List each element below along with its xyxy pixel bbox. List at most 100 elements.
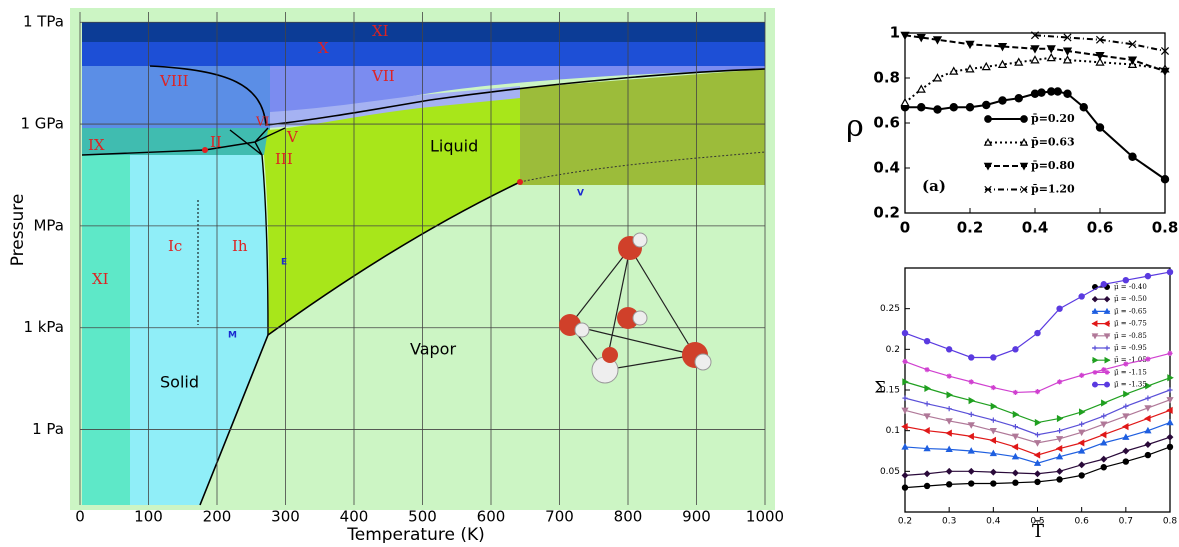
x-tick-label: 200	[203, 508, 232, 526]
marker	[1079, 430, 1084, 435]
legend-label: p̄=0.20	[1031, 112, 1075, 125]
x-tick-label: 500	[408, 508, 437, 526]
marker	[969, 398, 974, 403]
marker	[969, 379, 974, 384]
marker	[1167, 351, 1172, 356]
y-tick-label: MPa	[33, 216, 64, 234]
x-tick-label: 900	[682, 508, 711, 526]
marker	[1079, 440, 1084, 445]
y-tick-label: 0.1	[886, 426, 900, 436]
label: IX	[88, 136, 105, 154]
marker	[1013, 480, 1018, 485]
legend-label: μ̄ = -0.75	[1114, 320, 1147, 328]
point	[202, 147, 208, 153]
marker	[1057, 454, 1062, 459]
marker	[1057, 477, 1062, 482]
marker	[1101, 432, 1106, 437]
marker	[1021, 163, 1027, 169]
marker	[991, 417, 996, 422]
marker	[1079, 473, 1084, 478]
label: Ih	[232, 237, 248, 255]
label: V	[286, 128, 299, 146]
marker	[1145, 452, 1150, 457]
marker	[1167, 387, 1172, 392]
marker	[1101, 465, 1106, 470]
marker	[1057, 437, 1062, 442]
region	[82, 42, 765, 66]
marker	[1080, 104, 1087, 111]
marker	[1167, 444, 1172, 449]
y-tick-label: 0.4	[873, 159, 900, 177]
marker	[1102, 400, 1107, 405]
marker	[934, 106, 941, 113]
marker	[1058, 416, 1063, 421]
label: VII	[371, 67, 395, 85]
legend-label: μ̄ = -1.15	[1114, 368, 1147, 376]
series-line	[905, 390, 1170, 435]
marker	[1124, 391, 1129, 396]
page: {"chart_data":[ {"type":"phase","xlabel"…	[0, 0, 1179, 547]
label: Solid	[160, 373, 199, 392]
marker	[1013, 412, 1018, 417]
marker	[1035, 330, 1040, 335]
marker	[1096, 124, 1103, 131]
marker	[1145, 442, 1150, 447]
marker	[991, 404, 996, 409]
marker	[1123, 448, 1128, 453]
marker	[1035, 389, 1040, 394]
x-tick-label: 0.8	[1163, 517, 1178, 527]
y-tick-label: 1 GPa	[21, 115, 65, 133]
marker	[902, 444, 907, 449]
y-tick-label: 0.05	[880, 467, 900, 477]
x-tick-label: 0.6	[1075, 517, 1090, 527]
y-tick-label: 0.2	[873, 204, 900, 222]
marker	[1013, 347, 1018, 352]
marker	[901, 99, 908, 105]
marker	[1161, 176, 1168, 183]
marker	[925, 386, 930, 391]
marker	[947, 374, 952, 379]
label: XI	[372, 22, 389, 40]
marker	[1013, 424, 1018, 429]
marker	[969, 434, 974, 439]
marker	[1167, 420, 1172, 425]
label: II	[210, 133, 222, 151]
label: VIII	[159, 72, 189, 90]
legend-label: μ̄ = -0.65	[1114, 307, 1147, 315]
legend-label: p̄=0.63	[1031, 136, 1075, 149]
marker	[969, 448, 974, 453]
x-tick-label: 0.4	[1022, 219, 1049, 237]
marker	[947, 392, 952, 397]
marker	[1101, 282, 1106, 287]
marker	[969, 423, 974, 428]
marker	[1105, 370, 1110, 375]
y-axis-label: Pressure	[8, 194, 28, 267]
marker	[1101, 413, 1106, 418]
y-tick-label: 1 TPa	[23, 13, 64, 31]
marker	[1105, 334, 1110, 338]
y-tick-label: 0.8	[873, 69, 900, 87]
marker	[924, 428, 929, 433]
marker	[1123, 424, 1128, 429]
marker	[1093, 370, 1098, 375]
marker	[1167, 435, 1172, 440]
legend-label: μ̄ = -1.35	[1114, 381, 1147, 389]
marker	[1031, 56, 1038, 62]
marker	[1038, 89, 1045, 96]
marker	[902, 396, 907, 401]
x-tick-label: 0.8	[1152, 219, 1179, 237]
marker	[1105, 346, 1110, 351]
marker	[947, 406, 952, 411]
marker	[969, 412, 974, 417]
marker	[1035, 461, 1040, 466]
marker	[1123, 278, 1128, 283]
marker	[1079, 373, 1084, 378]
marker	[934, 74, 941, 80]
marker	[1015, 95, 1022, 102]
marker	[1093, 321, 1097, 326]
marker	[947, 347, 952, 352]
label: M	[228, 331, 237, 341]
marker	[947, 447, 952, 452]
marker	[991, 451, 996, 456]
label: X	[318, 39, 329, 57]
